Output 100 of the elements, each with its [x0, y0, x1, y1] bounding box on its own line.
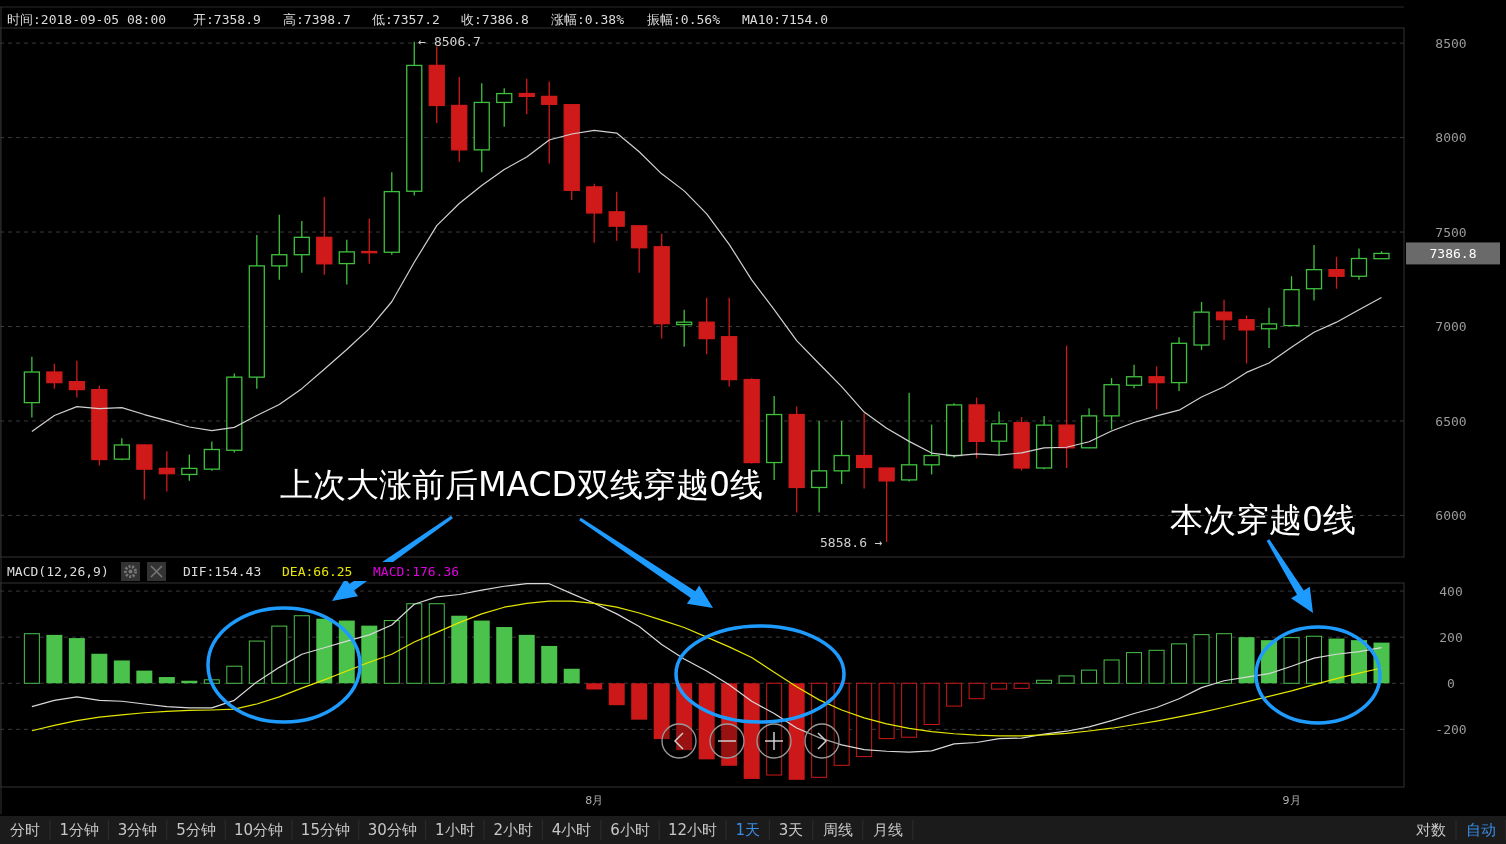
bar: [1058, 675, 1075, 684]
bar: [68, 638, 85, 684]
text: 分时: [10, 821, 40, 840]
x-tick-label: 8月: [585, 793, 604, 807]
annotation: ← 8506.7: [418, 34, 481, 50]
annotation: 上次大涨前后MACD双线穿越0线: [280, 465, 763, 504]
bar: [226, 665, 243, 684]
y-tick-label: 7000: [1435, 319, 1467, 335]
candlestick: [541, 80, 558, 165]
bar: [46, 634, 63, 684]
text: MA10:7154.0: [742, 11, 829, 27]
candlestick: [271, 214, 288, 281]
text: 30分钟: [367, 821, 417, 840]
text: 3分钟: [117, 821, 158, 840]
candlestick: [68, 360, 85, 399]
text: 10分钟: [234, 821, 284, 840]
text: 收:7386.8: [461, 11, 529, 27]
y-tick-label: 0: [1447, 675, 1455, 691]
text: 7386.8: [1429, 245, 1477, 261]
bar: [158, 677, 175, 684]
line-series: [31, 600, 1383, 737]
candlestick: [923, 423, 940, 476]
bar: [923, 682, 940, 726]
candlestick: [46, 363, 63, 390]
candlestick: [158, 450, 175, 493]
text: 1分钟: [59, 821, 99, 840]
candlestick: [631, 225, 648, 274]
bar: [1216, 633, 1233, 684]
annotation: 5858.6 →: [820, 534, 883, 550]
text: MACD(12,26,9): [7, 563, 109, 579]
bar: [91, 653, 108, 684]
text: 2小时: [493, 821, 533, 840]
y-tick-label: 8500: [1435, 35, 1467, 51]
bar: [136, 670, 153, 684]
candlestick: [1238, 314, 1255, 364]
bar: [1171, 643, 1188, 684]
text: 时间:2018-09-05 08:00: [7, 11, 167, 27]
candlestick: [1058, 344, 1075, 469]
bar: [1283, 637, 1300, 684]
candlestick: [855, 412, 873, 490]
text: 低:7357.2: [372, 11, 440, 27]
bar: [586, 683, 603, 690]
y-tick-label: 8000: [1435, 130, 1467, 146]
text: DIF:154.43: [183, 563, 262, 579]
text: 1小时: [435, 821, 475, 840]
bar: [428, 603, 445, 684]
candlestick: [338, 239, 355, 286]
bar: [608, 683, 625, 706]
bar: [563, 668, 580, 684]
bar: [113, 660, 130, 684]
bar: [946, 682, 963, 707]
candlestick: [203, 440, 220, 472]
bar: [1306, 635, 1323, 684]
text: 自动: [1466, 821, 1496, 840]
candlestick: [181, 453, 198, 482]
bar: [968, 682, 985, 700]
bar: [1148, 649, 1165, 684]
bar: [856, 682, 873, 758]
text: 振幅:0.56%: [647, 11, 721, 27]
text: 周线: [822, 821, 853, 840]
bar: [1103, 659, 1120, 684]
text: 对数: [1416, 821, 1446, 840]
candlestick: [293, 220, 310, 274]
bar: [788, 683, 805, 780]
candlestick: [833, 420, 850, 485]
text: MACD:176.36: [373, 563, 460, 579]
bar: [361, 625, 378, 684]
bar: [1126, 652, 1143, 684]
bar: [631, 683, 648, 720]
text: 5分钟: [176, 821, 216, 840]
candlestick: [518, 77, 535, 115]
bar: [878, 682, 895, 740]
bar: [23, 633, 40, 684]
y-tick-label: 6000: [1435, 507, 1467, 523]
bar: [316, 618, 333, 684]
bar: [1328, 638, 1345, 684]
bar: [293, 615, 310, 684]
annotation: 本次穿越0线: [1170, 500, 1356, 539]
bar: [833, 682, 850, 766]
candlestick: [608, 191, 625, 242]
text: 12小时: [668, 821, 718, 840]
candlestick: [1350, 247, 1368, 281]
text: 6小时: [610, 821, 650, 840]
text: 高:7398.7: [283, 11, 351, 27]
y-tick-label: 200: [1439, 629, 1463, 645]
candlestick: [1215, 299, 1233, 341]
bar: [1036, 679, 1053, 684]
candlestick: [698, 297, 715, 355]
bar: [743, 683, 760, 779]
bar: [1193, 634, 1210, 684]
bar: [248, 640, 265, 684]
bar: [541, 645, 558, 684]
bar: [1081, 669, 1098, 684]
candlestick: [811, 420, 828, 514]
bar: [496, 627, 513, 684]
candlestick: [990, 410, 1008, 456]
candlestick: [496, 87, 513, 128]
candlestick: [1328, 256, 1345, 290]
bar: [901, 682, 918, 738]
bar: [1238, 637, 1255, 684]
